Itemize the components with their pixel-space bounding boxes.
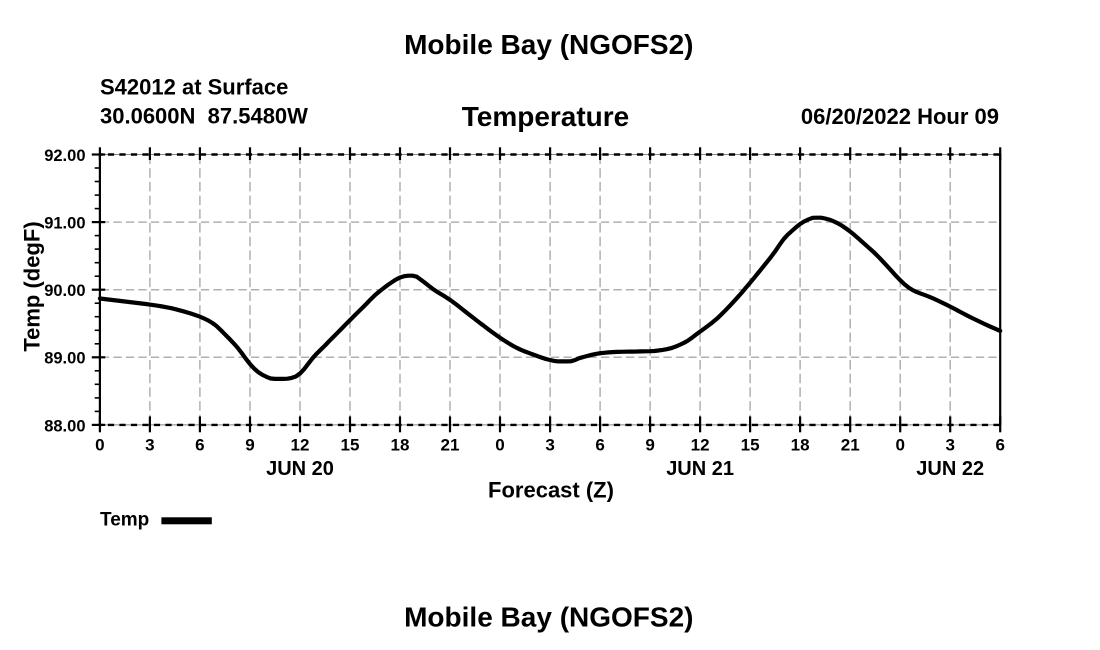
svg-text:3: 3 [145, 436, 154, 455]
svg-text:Mobile Bay (NGOFS2): Mobile Bay (NGOFS2) [404, 602, 693, 633]
svg-text:6: 6 [595, 436, 604, 455]
svg-text:JUN 21: JUN 21 [666, 458, 734, 480]
svg-text:21: 21 [441, 436, 460, 455]
svg-text:89.00: 89.00 [44, 350, 85, 368]
svg-text:30.0600N 87.5480W: 30.0600N 87.5480W [100, 103, 308, 128]
svg-text:Temp: Temp [100, 509, 149, 530]
svg-text:9: 9 [245, 436, 254, 455]
svg-text:Mobile Bay (NGOFS2): Mobile Bay (NGOFS2) [404, 29, 693, 60]
svg-text:3: 3 [545, 436, 554, 455]
svg-text:0: 0 [495, 436, 504, 455]
svg-text:91.00: 91.00 [44, 215, 85, 233]
svg-text:92.00: 92.00 [44, 147, 85, 165]
svg-text:90.00: 90.00 [44, 282, 85, 300]
svg-text:88.00: 88.00 [44, 417, 85, 435]
svg-text:9: 9 [645, 436, 654, 455]
svg-text:0: 0 [895, 436, 904, 455]
svg-text:JUN 22: JUN 22 [916, 458, 984, 480]
svg-text:JUN 20: JUN 20 [266, 458, 334, 480]
svg-text:18: 18 [391, 436, 410, 455]
svg-text:S42012 at Surface: S42012 at Surface [100, 74, 288, 99]
svg-text:6: 6 [195, 436, 204, 455]
svg-text:3: 3 [945, 436, 954, 455]
svg-text:15: 15 [341, 436, 360, 455]
svg-text:0: 0 [95, 436, 104, 455]
svg-text:Temp (degF): Temp (degF) [20, 221, 45, 351]
svg-text:21: 21 [841, 436, 860, 455]
svg-text:15: 15 [741, 436, 760, 455]
svg-text:06/20/2022 Hour 09: 06/20/2022 Hour 09 [801, 104, 999, 129]
svg-text:Forecast (Z): Forecast (Z) [488, 478, 614, 503]
svg-text:Temperature: Temperature [462, 101, 630, 132]
svg-text:12: 12 [691, 436, 710, 455]
svg-text:12: 12 [291, 436, 310, 455]
svg-text:6: 6 [995, 436, 1004, 455]
svg-text:18: 18 [791, 436, 810, 455]
